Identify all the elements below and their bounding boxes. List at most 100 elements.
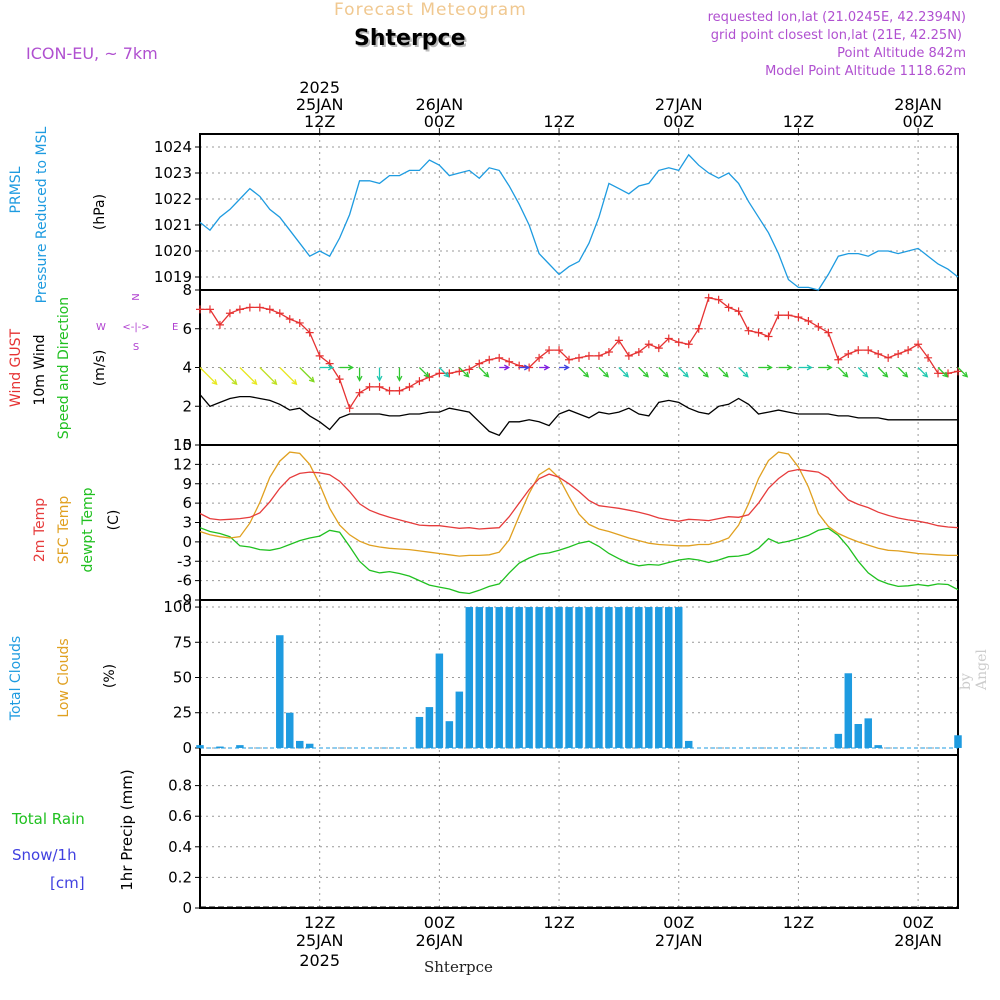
bottom-date-label: 27JAN — [655, 931, 703, 950]
cloud-bar — [844, 673, 853, 748]
top-hour-label: 12Z — [783, 112, 814, 131]
wind-arrow-head — [463, 371, 470, 378]
y-tick-label: 9 — [182, 475, 192, 493]
cloud-bar — [415, 716, 424, 748]
wind-arrow-head — [308, 376, 315, 383]
gust-marker — [465, 365, 474, 374]
gust-label: Wind GUST — [8, 328, 24, 407]
gust-marker — [285, 315, 294, 324]
wind-arrow-head — [523, 364, 531, 371]
gust-marker — [914, 340, 923, 349]
gust-marker — [565, 355, 574, 364]
gust-marker — [934, 369, 943, 378]
wind-arrow — [299, 367, 315, 383]
wind-arrow-head — [376, 375, 383, 382]
cloud-bar — [286, 712, 294, 748]
pressure-unit: (hPa) — [92, 194, 108, 230]
y-tick-label: 1022 — [154, 190, 192, 208]
bottom-hour-label: 00Z — [663, 913, 694, 932]
cloud-bar — [485, 607, 493, 748]
gust-marker — [505, 357, 514, 366]
wind-arrow-head — [327, 364, 335, 371]
gust-marker — [575, 353, 583, 362]
gust-marker — [385, 386, 394, 395]
wind-arrow — [857, 367, 868, 378]
gust-marker — [924, 353, 933, 362]
wind-arrow-head — [396, 375, 403, 382]
wind-arrow-head — [786, 364, 793, 371]
gust-marker — [345, 404, 354, 413]
sfc-temp-line — [199, 451, 958, 557]
y-tick-label: 0.2 — [168, 868, 192, 886]
requested-coords: requested lon,lat (21.0245E, 42.2394N) — [707, 10, 966, 25]
cloud-bar — [465, 607, 474, 748]
gust-marker — [844, 349, 853, 358]
dewpt-label: dewpt Temp — [80, 487, 96, 572]
wind-arrow-head — [623, 371, 630, 378]
gust-marker — [684, 340, 693, 349]
gust-marker — [674, 338, 683, 347]
wind-arrow — [478, 367, 489, 378]
wind-arrow-head — [504, 364, 511, 371]
gust-marker — [614, 336, 623, 345]
y-tick-label: 0 — [182, 533, 192, 551]
top-year-label: 2025 — [299, 78, 340, 97]
gust-marker — [355, 388, 364, 397]
wind-arrow — [438, 367, 450, 378]
cloud-bar — [874, 745, 882, 748]
gust-marker — [265, 305, 274, 314]
sfc-label: SFC Temp — [56, 496, 72, 565]
wind-arrow — [917, 367, 928, 378]
gust-marker — [714, 295, 723, 304]
gust-marker — [864, 346, 873, 355]
y-tick-label: 6 — [182, 494, 192, 512]
wind-arrow-head — [806, 364, 813, 371]
wind-arrow — [658, 367, 669, 378]
gust-marker — [604, 348, 613, 356]
cloud-bar — [435, 653, 444, 748]
cloud-bar — [605, 607, 613, 748]
gust-line — [200, 297, 959, 410]
gust-marker — [834, 355, 843, 364]
cloud-unit: (%) — [102, 664, 118, 688]
cloud-bar — [625, 607, 633, 748]
gust-marker — [784, 311, 793, 320]
wind-arrow-head — [682, 371, 689, 378]
top-hour-label: 12Z — [543, 112, 574, 131]
gust-marker — [295, 318, 304, 327]
wind-arrow-head — [563, 364, 570, 371]
gust-marker — [944, 369, 953, 378]
gust-marker — [734, 307, 743, 316]
gust-marker — [255, 303, 264, 312]
cloud-bar — [834, 733, 843, 748]
pressure-line — [199, 153, 959, 291]
wind-unit: (m/s) — [92, 350, 108, 387]
bottom-hour-label: 00Z — [902, 913, 933, 932]
wind-label: 10m Wind — [32, 334, 48, 405]
wind-arrow — [718, 367, 729, 378]
top-hour-label: 00Z — [424, 112, 455, 131]
cloud-bar — [575, 607, 583, 748]
gust-marker — [535, 353, 544, 362]
gust-marker — [884, 353, 893, 362]
gust-marker — [694, 324, 703, 333]
y-tick-label: 2 — [182, 397, 192, 415]
wind-arrow-head — [211, 379, 218, 386]
gust-marker — [654, 344, 663, 353]
bottom-year-label: 2025 — [299, 951, 340, 970]
cloud-bar — [495, 607, 503, 748]
wind-arrow-head — [663, 371, 669, 378]
top-date-label: 25JAN — [296, 95, 344, 114]
gust-marker — [405, 382, 414, 391]
wind-arrow — [618, 367, 629, 378]
cloud-bar — [455, 691, 464, 748]
gust-marker — [545, 346, 554, 355]
t2m-line — [199, 468, 959, 530]
wind-arrow-head — [826, 364, 833, 371]
wind-arrow-head — [922, 371, 929, 378]
y-tick-label: 75 — [173, 633, 192, 651]
wind-arrow-head — [643, 371, 649, 378]
y-tick-label: 0 — [182, 899, 192, 917]
gust-marker — [824, 328, 833, 337]
